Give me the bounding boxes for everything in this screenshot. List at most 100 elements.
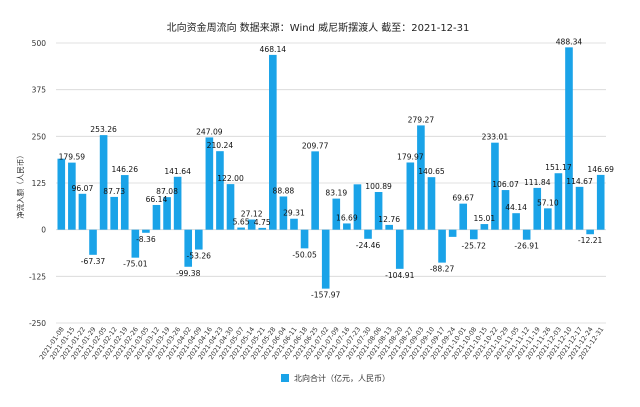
bar bbox=[290, 218, 298, 230]
data-label: -24.46 bbox=[356, 241, 381, 250]
bar bbox=[99, 135, 108, 230]
bar bbox=[269, 54, 277, 230]
y-tick-label: 250 bbox=[32, 132, 47, 141]
data-label: -67.37 bbox=[81, 257, 106, 266]
data-label: 69.67 bbox=[452, 194, 474, 203]
data-label: 279.27 bbox=[408, 115, 435, 124]
bar bbox=[258, 227, 267, 230]
data-label: 253.26 bbox=[90, 125, 117, 134]
data-label: -88.27 bbox=[430, 265, 455, 274]
bars bbox=[57, 47, 605, 289]
data-label: -25.72 bbox=[462, 241, 487, 250]
data-label: 27.12 bbox=[241, 210, 263, 219]
data-label: 179.59 bbox=[59, 153, 86, 162]
legend-label: 北向合计（亿元，人民币） bbox=[294, 373, 390, 383]
data-label: 96.07 bbox=[72, 184, 94, 193]
bar bbox=[406, 162, 415, 230]
data-label: 468.14 bbox=[260, 45, 287, 54]
bar bbox=[194, 229, 203, 250]
bar bbox=[554, 173, 563, 230]
bar bbox=[205, 137, 214, 230]
data-label: -53.26 bbox=[187, 252, 212, 261]
y-tick-label: 500 bbox=[32, 39, 47, 48]
data-label: 57.10 bbox=[537, 198, 559, 207]
data-label: -75.01 bbox=[123, 260, 148, 269]
data-label: 141.64 bbox=[164, 167, 191, 176]
bar bbox=[448, 229, 457, 237]
bar bbox=[522, 229, 531, 240]
y-tick-label: -125 bbox=[29, 272, 46, 281]
y-tick-label: 375 bbox=[32, 86, 47, 95]
data-label: 66.14 bbox=[146, 195, 168, 204]
bar bbox=[501, 190, 510, 230]
data-label: -50.05 bbox=[292, 250, 317, 259]
y-tick-label: -250 bbox=[29, 319, 46, 328]
data-label: 247.09 bbox=[196, 127, 223, 136]
bar bbox=[110, 196, 118, 230]
data-label: -104.91 bbox=[385, 271, 414, 280]
data-label: 5.65 bbox=[233, 218, 250, 227]
bar bbox=[89, 229, 97, 255]
bar bbox=[374, 192, 383, 230]
data-label: 87.08 bbox=[156, 187, 178, 196]
bar bbox=[480, 224, 489, 230]
chart-title: 北向资金周流向 数据来源：Wind 威尼斯摆渡人 截至：2021-12-31 bbox=[167, 21, 470, 34]
legend: 北向合计（亿元，人民币） bbox=[281, 373, 390, 383]
bar bbox=[163, 197, 171, 230]
bar bbox=[586, 229, 594, 235]
y-axis-label: 净流入额（人民币） bbox=[15, 151, 25, 219]
bar bbox=[226, 184, 235, 230]
data-label: -99.38 bbox=[176, 269, 201, 278]
bar bbox=[184, 229, 193, 267]
data-label: 209.77 bbox=[302, 141, 329, 150]
bar bbox=[237, 227, 245, 230]
data-label: 100.89 bbox=[365, 182, 392, 191]
data-label: 15.01 bbox=[473, 214, 495, 223]
bar bbox=[321, 229, 330, 289]
data-label: 151.17 bbox=[545, 163, 572, 172]
bar bbox=[300, 229, 309, 249]
data-label: 29.31 bbox=[283, 209, 305, 218]
bar bbox=[311, 151, 319, 230]
x-axis-ticks: 2021-01-082021-01-152021-01-222021-01-29… bbox=[38, 326, 606, 362]
bar bbox=[332, 198, 341, 230]
bar bbox=[533, 187, 542, 230]
bar bbox=[469, 229, 478, 240]
bar bbox=[120, 175, 129, 230]
data-label: -26.91 bbox=[514, 242, 539, 251]
data-label: -12.21 bbox=[578, 236, 603, 245]
bar bbox=[438, 229, 446, 263]
data-label: 106.07 bbox=[492, 180, 519, 189]
bar bbox=[596, 174, 605, 230]
bar bbox=[512, 213, 520, 230]
data-label: 44.14 bbox=[505, 203, 527, 212]
data-label: -157.97 bbox=[311, 291, 340, 300]
data-label: 16.69 bbox=[336, 213, 358, 222]
data-label: 87.73 bbox=[103, 187, 125, 196]
data-label: -8.36 bbox=[136, 235, 156, 244]
data-label: 12.76 bbox=[378, 215, 400, 224]
data-label: 88.88 bbox=[273, 186, 295, 195]
data-label: 4.75 bbox=[254, 218, 271, 227]
y-axis-ticks: -250 -125 0 125 250 375 500 bbox=[29, 39, 46, 328]
bar bbox=[131, 229, 140, 258]
bar bbox=[491, 142, 499, 230]
legend-swatch bbox=[281, 374, 289, 382]
data-label: 111.84 bbox=[524, 178, 551, 187]
data-label: 146.69 bbox=[587, 165, 614, 174]
y-tick-label: 0 bbox=[41, 226, 46, 235]
bar bbox=[173, 176, 182, 230]
bar bbox=[152, 204, 161, 230]
data-label: 83.19 bbox=[325, 189, 347, 198]
bar bbox=[544, 208, 552, 230]
data-label: 233.01 bbox=[482, 133, 509, 142]
bar bbox=[427, 177, 436, 230]
bar bbox=[343, 223, 351, 230]
bar bbox=[57, 158, 66, 230]
bar bbox=[247, 219, 256, 230]
bar bbox=[565, 47, 573, 230]
bar bbox=[575, 186, 584, 230]
bar bbox=[353, 184, 362, 230]
bar bbox=[364, 229, 372, 239]
